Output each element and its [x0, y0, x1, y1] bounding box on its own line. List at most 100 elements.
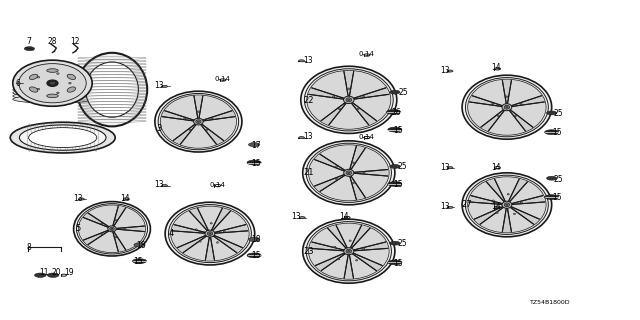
Ellipse shape: [29, 87, 38, 92]
Polygon shape: [353, 88, 389, 99]
Text: 13: 13: [440, 66, 450, 75]
Ellipse shape: [13, 89, 92, 97]
Ellipse shape: [162, 185, 168, 187]
Ellipse shape: [353, 162, 355, 164]
Text: 13: 13: [440, 163, 450, 172]
Text: 20: 20: [51, 268, 61, 277]
Polygon shape: [353, 170, 388, 176]
Ellipse shape: [545, 130, 559, 135]
Polygon shape: [177, 235, 207, 252]
Text: 6: 6: [15, 79, 20, 88]
Polygon shape: [511, 96, 544, 107]
Polygon shape: [344, 254, 353, 278]
Text: 7: 7: [26, 37, 31, 46]
Polygon shape: [349, 176, 365, 199]
Ellipse shape: [513, 213, 515, 215]
Text: 21: 21: [303, 168, 314, 177]
Ellipse shape: [35, 273, 46, 277]
Ellipse shape: [447, 206, 453, 208]
Text: 14: 14: [120, 194, 130, 203]
Polygon shape: [83, 213, 109, 228]
Text: 19: 19: [64, 268, 74, 277]
Ellipse shape: [349, 240, 351, 241]
Ellipse shape: [19, 125, 106, 150]
Text: 4: 4: [169, 229, 174, 238]
Ellipse shape: [363, 248, 365, 250]
Ellipse shape: [388, 182, 402, 186]
Ellipse shape: [335, 178, 337, 180]
Ellipse shape: [24, 47, 35, 51]
Text: 13: 13: [440, 202, 450, 211]
Ellipse shape: [492, 103, 494, 105]
Polygon shape: [508, 179, 527, 202]
Polygon shape: [511, 196, 545, 204]
Ellipse shape: [79, 205, 146, 252]
Ellipse shape: [19, 64, 86, 103]
Text: 18: 18: [252, 236, 260, 244]
Ellipse shape: [390, 164, 400, 168]
Ellipse shape: [195, 229, 197, 230]
Ellipse shape: [353, 182, 355, 184]
Ellipse shape: [108, 226, 116, 232]
Polygon shape: [349, 146, 365, 170]
Ellipse shape: [504, 105, 509, 109]
Text: 13: 13: [154, 180, 164, 189]
Ellipse shape: [301, 66, 397, 133]
Ellipse shape: [57, 73, 59, 74]
Ellipse shape: [547, 176, 557, 180]
Text: 25: 25: [397, 162, 407, 171]
Text: 27: 27: [462, 200, 472, 209]
Ellipse shape: [307, 70, 391, 129]
Ellipse shape: [101, 234, 102, 235]
Text: 15: 15: [251, 159, 261, 168]
Text: 0-14: 0-14: [215, 76, 230, 82]
Ellipse shape: [497, 115, 499, 116]
Ellipse shape: [300, 217, 305, 219]
Ellipse shape: [363, 96, 365, 97]
Ellipse shape: [515, 115, 516, 116]
Ellipse shape: [502, 104, 512, 111]
Text: 15: 15: [132, 257, 143, 266]
Polygon shape: [202, 111, 235, 121]
Ellipse shape: [248, 143, 260, 147]
Ellipse shape: [158, 93, 239, 150]
Ellipse shape: [305, 69, 393, 131]
Ellipse shape: [134, 243, 145, 247]
Polygon shape: [509, 109, 532, 131]
Ellipse shape: [334, 246, 336, 248]
Ellipse shape: [155, 91, 242, 152]
Ellipse shape: [468, 79, 546, 135]
Ellipse shape: [306, 143, 392, 203]
Ellipse shape: [248, 237, 260, 241]
Text: TZ54B1800D: TZ54B1800D: [530, 300, 571, 305]
Ellipse shape: [344, 96, 354, 104]
Text: 23: 23: [303, 247, 314, 256]
Polygon shape: [502, 208, 511, 232]
Ellipse shape: [101, 223, 102, 224]
Ellipse shape: [162, 85, 168, 87]
Ellipse shape: [338, 259, 340, 260]
Text: 25: 25: [553, 109, 563, 118]
Ellipse shape: [47, 273, 59, 277]
Ellipse shape: [209, 233, 211, 234]
Text: 13: 13: [303, 56, 314, 65]
Text: 15: 15: [393, 180, 403, 189]
Text: 14: 14: [491, 163, 501, 172]
Polygon shape: [200, 124, 223, 144]
Ellipse shape: [496, 212, 498, 213]
Ellipse shape: [47, 94, 58, 98]
Text: 14: 14: [339, 212, 349, 221]
Text: 13: 13: [154, 81, 164, 90]
Text: 0-14: 0-14: [358, 52, 374, 57]
Ellipse shape: [13, 86, 92, 94]
Ellipse shape: [502, 201, 512, 208]
Ellipse shape: [29, 74, 38, 79]
Polygon shape: [474, 206, 504, 224]
Text: 15: 15: [251, 252, 261, 260]
Ellipse shape: [390, 241, 400, 245]
Ellipse shape: [211, 118, 213, 119]
Text: 25: 25: [397, 239, 407, 248]
Ellipse shape: [306, 222, 392, 281]
Ellipse shape: [210, 223, 212, 224]
Ellipse shape: [247, 253, 261, 258]
